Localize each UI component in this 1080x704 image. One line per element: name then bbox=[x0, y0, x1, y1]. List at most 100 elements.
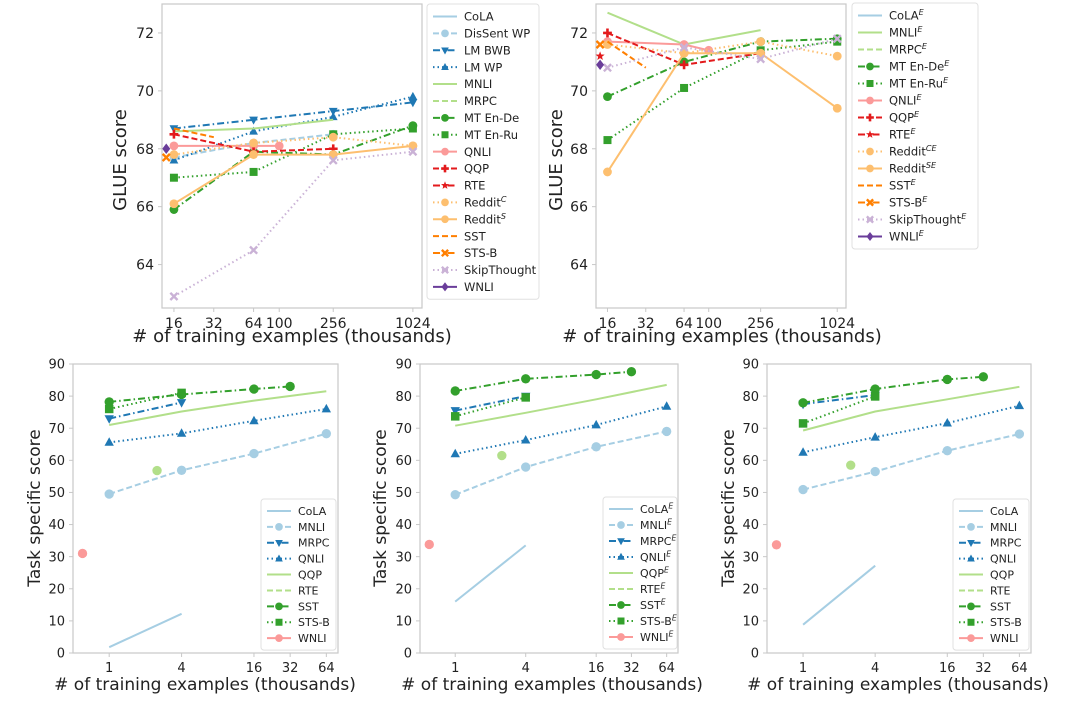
legend-label: WNLIE bbox=[640, 630, 673, 644]
data-point bbox=[328, 107, 338, 116]
data-point bbox=[104, 489, 114, 499]
series-line bbox=[454, 395, 526, 412]
data-point bbox=[595, 51, 605, 60]
series-line bbox=[454, 430, 667, 496]
legend-label: LM BWB bbox=[464, 43, 511, 57]
legend-marker bbox=[617, 633, 625, 641]
series-line bbox=[802, 385, 1020, 432]
legend-item: STS-B bbox=[959, 616, 1022, 629]
data-point bbox=[1014, 400, 1025, 410]
y-axis-label: GLUE score bbox=[546, 109, 567, 211]
legend-label: MNLI bbox=[464, 77, 492, 91]
data-point bbox=[104, 404, 114, 414]
legend-item: MT En-DeE bbox=[858, 59, 950, 74]
data-point bbox=[249, 116, 258, 125]
y-tick-label: 60 bbox=[48, 454, 65, 469]
legend-label: MNLI bbox=[298, 521, 325, 534]
data-point bbox=[161, 152, 171, 162]
legend-label: RTE bbox=[464, 179, 485, 193]
legend-item: DisSent WP bbox=[433, 26, 530, 40]
series-line bbox=[173, 118, 334, 133]
legend-item: SkipThoughtE bbox=[858, 212, 967, 227]
data-point bbox=[591, 419, 601, 429]
legend-label: QQP bbox=[990, 569, 1014, 582]
series-line bbox=[454, 396, 526, 418]
y-tick-label: 72 bbox=[136, 26, 154, 42]
chart-bottom-left: 0 10 20 30 40 50 60 70 80 90 1 4 16 32 64 Task specific… bbox=[25, 358, 356, 695]
legend-item: MNLIE bbox=[858, 25, 923, 40]
data-point bbox=[870, 384, 880, 394]
x-tick-label: 1024 bbox=[395, 316, 431, 332]
y-tick-label: 80 bbox=[48, 390, 65, 405]
legend-item: QQPE bbox=[858, 110, 920, 125]
x-tick-label: 1 bbox=[105, 661, 113, 676]
data-point bbox=[798, 484, 808, 495]
series-line bbox=[173, 150, 414, 298]
legend-item: QNLI bbox=[267, 553, 324, 566]
legend-label: WNLI bbox=[298, 632, 326, 645]
data-point bbox=[450, 448, 460, 458]
series-sts-b bbox=[161, 152, 171, 162]
chart-bottom-right: 0 10 20 30 40 50 60 70 80 90 1 4 16 32 64 Task specific… bbox=[719, 358, 1049, 695]
legend-item: RedditS bbox=[433, 212, 506, 226]
legend-item: RTEE bbox=[609, 582, 666, 596]
legend-item: CoLAE bbox=[858, 8, 925, 23]
legend-label: LM WP bbox=[464, 60, 502, 74]
legend-item: QQP bbox=[959, 569, 1014, 582]
legend-marker bbox=[617, 538, 625, 546]
legend-marker bbox=[866, 198, 874, 207]
legend-label: STS-B bbox=[464, 246, 497, 260]
series-line bbox=[109, 408, 327, 444]
legend-marker bbox=[866, 62, 874, 71]
legend-label: STS-BE bbox=[640, 614, 677, 628]
series-mrpc bbox=[104, 399, 187, 424]
data-point bbox=[321, 403, 332, 413]
x-tick-label: 16 bbox=[939, 661, 956, 676]
series-line bbox=[455, 370, 632, 392]
legend-marker bbox=[275, 602, 283, 611]
y-tick-label: 20 bbox=[395, 582, 412, 597]
legend-marker bbox=[441, 215, 449, 224]
data-point bbox=[104, 437, 114, 446]
x-tick-label: 32 bbox=[282, 661, 299, 676]
series-mnli bbox=[173, 118, 334, 133]
x-tick-label: 256 bbox=[747, 316, 774, 332]
series-lm-wp bbox=[169, 91, 418, 164]
data-point bbox=[942, 417, 952, 427]
legend-marker bbox=[967, 539, 975, 547]
legend-label: MNLIE bbox=[640, 518, 672, 532]
legend-marker bbox=[617, 521, 625, 529]
legend-marker bbox=[866, 113, 874, 122]
legend-label: CoLAE bbox=[889, 8, 925, 23]
series-sst bbox=[104, 381, 295, 407]
legend-marker bbox=[441, 29, 449, 38]
y-tick-label: 50 bbox=[48, 486, 65, 501]
x-tick-label: 64 bbox=[1011, 661, 1028, 676]
y-tick-label: 80 bbox=[742, 390, 759, 405]
data-point bbox=[846, 460, 856, 470]
legend-label: MRPC bbox=[298, 537, 330, 550]
series-sts-b bbox=[798, 392, 880, 428]
legend-item: RTE bbox=[433, 179, 485, 193]
data-point bbox=[832, 103, 842, 113]
legend-marker bbox=[275, 618, 283, 626]
x-tick-label: 32 bbox=[975, 661, 992, 676]
x-tick-label: 16 bbox=[588, 661, 605, 676]
y-tick-label: 70 bbox=[742, 422, 759, 437]
legend-item: WNLI bbox=[267, 632, 326, 645]
legend-label: CoLA bbox=[464, 10, 494, 24]
legend-label: QQP bbox=[298, 569, 322, 582]
x-axis-label: # of training examples (thousands) bbox=[747, 675, 1049, 695]
data-point bbox=[978, 372, 989, 382]
legend-marker bbox=[441, 62, 449, 70]
legend-label: RTEE bbox=[889, 127, 916, 142]
data-point bbox=[450, 407, 460, 416]
legend-item: MRPC bbox=[959, 537, 1022, 550]
legend-label: STS-BE bbox=[889, 195, 928, 210]
data-point bbox=[450, 412, 460, 421]
y-tick-label: 90 bbox=[48, 358, 65, 373]
series-line bbox=[802, 375, 984, 404]
legend-item: SST bbox=[959, 600, 1011, 613]
series-line bbox=[802, 433, 1020, 491]
data-point bbox=[249, 384, 259, 394]
